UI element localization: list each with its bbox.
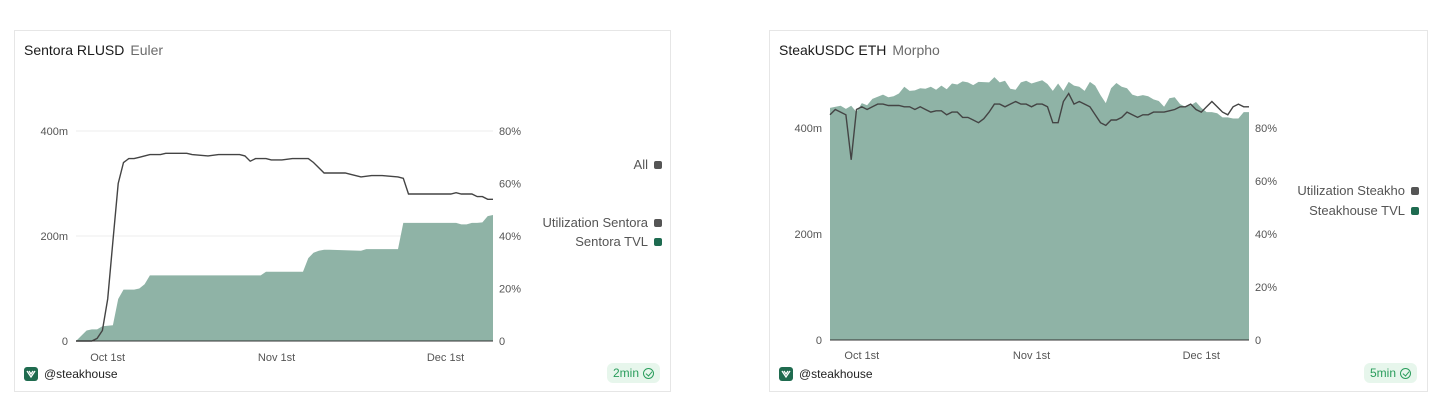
chart-title: Sentora RLUSD Euler bbox=[24, 42, 163, 58]
legend-label: Utilization Steakho bbox=[1297, 183, 1405, 198]
y-right-tick-label: 80% bbox=[1255, 123, 1277, 135]
legend-label: Sentora TVL bbox=[575, 234, 648, 249]
legend-label: Utilization Sentora bbox=[542, 215, 649, 230]
brand-footer[interactable]: @steakhouse bbox=[779, 367, 873, 381]
y-right-tick-label: 0 bbox=[1255, 335, 1261, 347]
brand-handle: @steakhouse bbox=[44, 367, 118, 381]
series-area-tvl[interactable] bbox=[830, 77, 1249, 340]
chart-card-steakusdc: SteakUSDC ETH Morpho 0 200m 400m 0 20% 40% 60% 8… bbox=[769, 30, 1428, 392]
legend-item-tvl[interactable]: Sentora TVL bbox=[575, 234, 662, 249]
x-tick-label: Nov 1st bbox=[258, 352, 295, 364]
legend-swatch bbox=[1411, 186, 1419, 195]
y-right-tick-label: 20% bbox=[499, 284, 521, 296]
legend-item-all[interactable]: All bbox=[634, 157, 662, 172]
y-left-tick-label: 400m bbox=[40, 126, 68, 138]
legend-label: All bbox=[633, 157, 648, 172]
check-circle-icon bbox=[1400, 367, 1411, 379]
legend-item-tvl[interactable]: Steakhouse TVL bbox=[1309, 203, 1419, 218]
legend-swatch bbox=[654, 218, 662, 227]
y-right-tick-label: 40% bbox=[499, 231, 521, 243]
freshness-badge: 2min bbox=[606, 363, 660, 383]
steakhouse-logo-icon bbox=[779, 367, 793, 381]
y-left-tick-label: 200m bbox=[40, 231, 68, 243]
series-line-utilization[interactable] bbox=[76, 152, 493, 342]
y-left-tick-label: 200m bbox=[794, 229, 822, 241]
y-left-tick-label: 0 bbox=[62, 336, 68, 348]
y-right-tick-label: 40% bbox=[1255, 229, 1277, 241]
legend-item-utilization[interactable]: Utilization Sentora bbox=[542, 215, 662, 230]
y-left-tick-label: 400m bbox=[794, 123, 822, 135]
legend-swatch bbox=[654, 160, 662, 169]
steakhouse-logo-icon bbox=[24, 367, 38, 381]
y-right-tick-label: 60% bbox=[499, 179, 521, 191]
x-tick-label: Oct 1st bbox=[844, 350, 879, 362]
chart-title-main: SteakUSDC ETH bbox=[779, 42, 887, 58]
legend-item-utilization[interactable]: Utilization Steakho bbox=[1297, 183, 1419, 198]
y-right-tick-label: 20% bbox=[1255, 282, 1277, 294]
freshness-text: 2min bbox=[612, 366, 639, 380]
chart-title-main: Sentora RLUSD bbox=[24, 42, 125, 58]
legend-label: Steakhouse TVL bbox=[1309, 203, 1405, 218]
chart-steakusdc-eth: 0 200m 400m 0 20% 40% 60% 80% Oct 1st Nov 1st Dec … bbox=[794, 77, 1277, 362]
x-tick-label: Dec 1st bbox=[1183, 350, 1220, 362]
chart-title: SteakUSDC ETH Morpho bbox=[779, 42, 940, 58]
legend-swatch bbox=[1411, 206, 1419, 215]
series-area-tvl[interactable] bbox=[76, 215, 493, 341]
y-right-tick-label: 0 bbox=[499, 336, 505, 348]
brand-handle: @steakhouse bbox=[799, 367, 873, 381]
x-tick-label: Nov 1st bbox=[1013, 350, 1050, 362]
x-tick-label: Oct 1st bbox=[90, 352, 125, 364]
legend-swatch bbox=[654, 237, 662, 246]
freshness-badge: 5min bbox=[1363, 363, 1417, 383]
y-left-tick-label: 0 bbox=[816, 335, 822, 347]
brand-footer[interactable]: @steakhouse bbox=[24, 367, 118, 381]
chart-card-sentora: Sentora RLUSD Euler 0 200m 400m 0 20% 40% 60% 80… bbox=[14, 30, 671, 392]
chart-sentora-rlusd: 0 200m 400m 0 20% 40% 60% 80% Oct 1st Nov 1st Dec … bbox=[40, 126, 521, 364]
x-tick-label: Dec 1st bbox=[427, 352, 464, 364]
check-circle-icon bbox=[643, 367, 654, 379]
chart-subtitle: Euler bbox=[130, 42, 164, 58]
y-right-tick-label: 80% bbox=[499, 126, 521, 138]
chart-subtitle: Morpho bbox=[892, 42, 940, 58]
freshness-text: 5min bbox=[1369, 366, 1396, 380]
series-line-utilization[interactable] bbox=[829, 92, 1249, 160]
y-right-tick-label: 60% bbox=[1255, 176, 1277, 188]
